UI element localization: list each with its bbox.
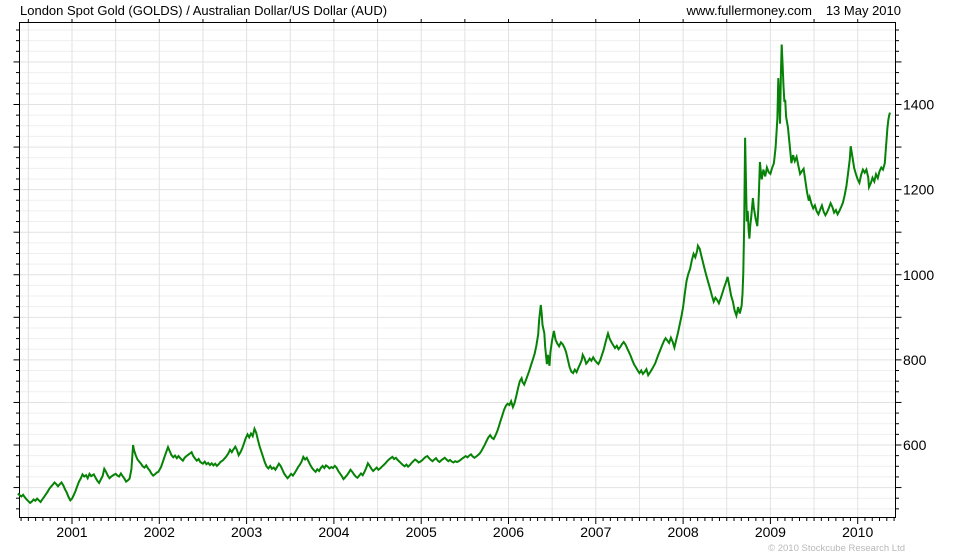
x-axis-year-label: 2010 (842, 524, 873, 540)
y-axis-value-label: 1000 (903, 267, 934, 283)
y-axis-labels: 600 800 1000 1200 1400 (903, 97, 934, 454)
chart-title: London Spot Gold (GOLDS) / Australian Do… (20, 3, 388, 18)
plot-border (19, 22, 896, 518)
y-axis-value-label: 800 (903, 352, 927, 368)
x-axis-year-label: 2005 (406, 524, 437, 540)
price-line-golds-aud (17, 44, 891, 505)
x-axis-year-label: 2004 (318, 524, 349, 540)
date-text: 13 May 2010 (825, 3, 901, 18)
y-axis-value-label: 1200 (903, 182, 934, 198)
x-axis-ticks (20, 19, 895, 524)
copyright-text: © 2010 Stockcube Research Ltd (768, 543, 905, 554)
x-axis-year-label: 2009 (755, 524, 786, 540)
x-axis-year-label: 2001 (56, 524, 87, 540)
x-axis-year-label: 2002 (144, 524, 175, 540)
x-axis-year-label: 2003 (231, 524, 262, 540)
grid-vertical (27, 22, 859, 518)
y-axis-ticks (13, 29, 902, 510)
y-axis-value-label: 1400 (903, 97, 934, 113)
x-axis-year-label: 2007 (580, 524, 611, 540)
x-axis-labels: 2001 2002 2003 2004 2005 2006 2007 2008 2009 2010 (56, 524, 873, 540)
x-axis-year-label: 2006 (493, 524, 524, 540)
grid-horizontal (19, 29, 896, 510)
website-text: www.fullermoney.com (686, 3, 812, 18)
y-axis-value-label: 600 (903, 437, 927, 453)
x-axis-year-label: 2008 (668, 524, 699, 540)
